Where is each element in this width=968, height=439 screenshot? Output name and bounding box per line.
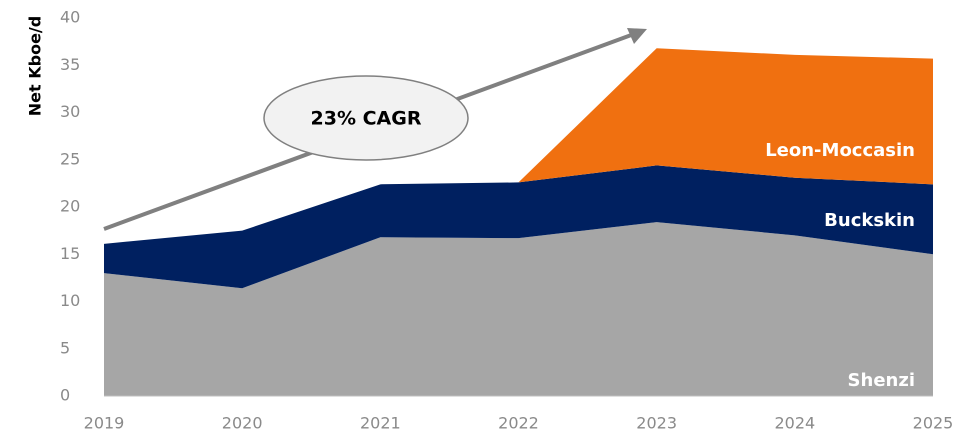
arrow-head xyxy=(627,28,647,44)
y-tick-label: 40 xyxy=(60,8,80,27)
cagr-annotation: 23% CAGR xyxy=(103,28,647,231)
y-tick-label: 15 xyxy=(60,244,80,263)
series-label: Leon-Moccasin xyxy=(765,140,915,161)
areas xyxy=(104,48,933,396)
annotation-bubble xyxy=(263,75,469,161)
x-tick-label: 2024 xyxy=(774,414,815,433)
y-tick-label: 25 xyxy=(60,149,80,168)
x-tick-label: 2021 xyxy=(360,414,401,433)
series-label: Buckskin xyxy=(824,210,915,231)
y-tick-label: 0 xyxy=(60,386,70,405)
area xyxy=(104,165,933,289)
y-tick-label: 35 xyxy=(60,55,80,74)
area xyxy=(104,222,933,396)
area xyxy=(104,48,933,244)
x-tick-label: 2023 xyxy=(636,414,677,433)
x-tick-label: 2025 xyxy=(913,414,954,433)
x-tick-label: 2022 xyxy=(498,414,539,433)
y-tick-label: 10 xyxy=(60,291,80,310)
y-tick-label: 20 xyxy=(60,197,80,216)
y-axis-label: Net Kboe/d xyxy=(26,16,45,116)
x-tick-label: 2019 xyxy=(84,414,125,433)
annotation-text: 23% CAGR xyxy=(311,108,422,130)
x-tick-label: 2020 xyxy=(222,414,263,433)
y-tick-label: 5 xyxy=(60,338,70,357)
series-label: Shenzi xyxy=(848,370,915,391)
y-tick-label: 30 xyxy=(60,102,80,121)
